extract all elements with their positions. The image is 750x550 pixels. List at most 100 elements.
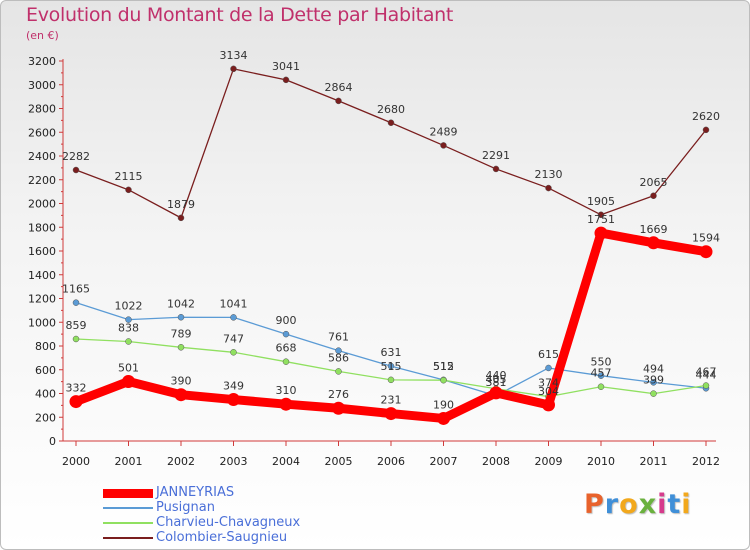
- data-point: [72, 335, 80, 343]
- data-label: 2291: [482, 149, 510, 162]
- x-tick-label: 2008: [482, 455, 510, 468]
- data-label: 615: [538, 348, 559, 361]
- data-point: [545, 364, 552, 372]
- data-label: 747: [223, 332, 244, 345]
- y-tick-label: 2600: [28, 126, 56, 139]
- data-point: [597, 372, 605, 379]
- data-point: [174, 388, 188, 402]
- data-label: 405: [486, 373, 507, 386]
- data-label: 494: [643, 362, 664, 375]
- y-tick-label: 2200: [28, 174, 56, 187]
- x-tick-label: 2005: [325, 455, 353, 468]
- data-point: [650, 390, 657, 397]
- data-point: [230, 65, 237, 73]
- data-label: 586: [328, 351, 349, 364]
- data-label: 276: [328, 388, 349, 401]
- data-label: 631: [381, 346, 402, 359]
- data-label: 1669: [640, 223, 668, 236]
- y-tick-label: 3000: [28, 79, 56, 92]
- data-point: [72, 299, 80, 306]
- data-label: 501: [118, 362, 139, 375]
- x-tick-label: 2002: [167, 455, 195, 468]
- legend-swatch: [103, 537, 153, 539]
- data-point: [650, 379, 657, 386]
- logo-letter: i: [657, 489, 668, 520]
- data-label: 1042: [167, 297, 195, 310]
- data-point: [702, 382, 710, 389]
- legend-swatch: [103, 507, 153, 509]
- data-point: [177, 344, 185, 351]
- data-point: [335, 368, 342, 375]
- data-label: 444: [696, 368, 717, 381]
- data-label: 3134: [220, 49, 248, 62]
- data-point: [177, 314, 185, 321]
- data-label: 550: [591, 356, 612, 369]
- data-label: 515: [381, 360, 402, 373]
- y-tick-label: 1800: [28, 221, 56, 234]
- data-label: 2115: [115, 170, 143, 183]
- data-label: 859: [66, 319, 87, 332]
- data-label: 2130: [535, 168, 563, 181]
- logo-letter: i: [681, 489, 692, 520]
- data-point: [282, 76, 290, 84]
- logo-letter: o: [619, 489, 639, 520]
- data-point: [125, 338, 132, 345]
- data-label: 900: [276, 314, 297, 327]
- data-label: 2065: [640, 176, 668, 189]
- data-point: [699, 245, 713, 259]
- data-label: 2864: [325, 81, 353, 94]
- data-label: 761: [328, 331, 349, 344]
- data-point: [492, 165, 500, 173]
- data-label: 390: [171, 375, 192, 388]
- logo-letter: t: [667, 489, 682, 520]
- data-point: [650, 192, 657, 200]
- legend-swatch: [103, 522, 153, 524]
- data-label: 3041: [272, 60, 300, 73]
- data-point: [647, 236, 660, 250]
- x-tick-label: 2012: [692, 455, 720, 468]
- logo-letter: x: [638, 489, 658, 520]
- x-tick-label: 2011: [640, 455, 668, 468]
- data-label: 190: [433, 398, 454, 411]
- data-label: 374: [538, 377, 559, 390]
- data-point: [227, 393, 240, 407]
- data-label: 399: [643, 374, 664, 387]
- data-point: [387, 119, 395, 126]
- data-point: [332, 401, 345, 415]
- x-tick-label: 2010: [587, 455, 615, 468]
- legend-swatch: [103, 488, 153, 498]
- y-tick-label: 600: [35, 364, 56, 377]
- data-label: 231: [381, 394, 402, 407]
- y-tick-label: 2000: [28, 198, 56, 211]
- y-tick-label: 2800: [28, 103, 56, 116]
- data-label: 1751: [587, 213, 615, 226]
- data-point: [335, 347, 342, 354]
- data-label: 332: [66, 382, 87, 395]
- data-point: [387, 376, 395, 384]
- data-point: [542, 398, 555, 412]
- data-point: [545, 184, 552, 192]
- data-label: 381: [486, 376, 507, 389]
- data-label: 1905: [587, 195, 615, 208]
- data-point: [437, 411, 450, 425]
- data-label: 2620: [692, 110, 720, 123]
- data-label: 1022: [115, 300, 143, 313]
- data-label: 515: [433, 360, 454, 373]
- x-tick-label: 2001: [115, 455, 143, 468]
- data-label: 2282: [62, 150, 90, 163]
- data-point: [279, 397, 293, 411]
- y-tick-label: 400: [35, 388, 56, 401]
- data-label: 512: [433, 360, 454, 373]
- logo-letter: r: [604, 489, 620, 520]
- x-tick-label: 2003: [220, 455, 248, 468]
- data-point: [387, 362, 395, 370]
- y-tick-label: 3200: [28, 55, 56, 68]
- data-label: 1594: [692, 232, 720, 245]
- data-point: [440, 142, 447, 149]
- data-point: [597, 383, 605, 390]
- data-point: [72, 166, 80, 174]
- y-tick-label: 0: [49, 435, 56, 448]
- y-tick-label: 1200: [28, 293, 56, 306]
- y-tick-label: 1000: [28, 316, 56, 329]
- data-point: [69, 395, 83, 409]
